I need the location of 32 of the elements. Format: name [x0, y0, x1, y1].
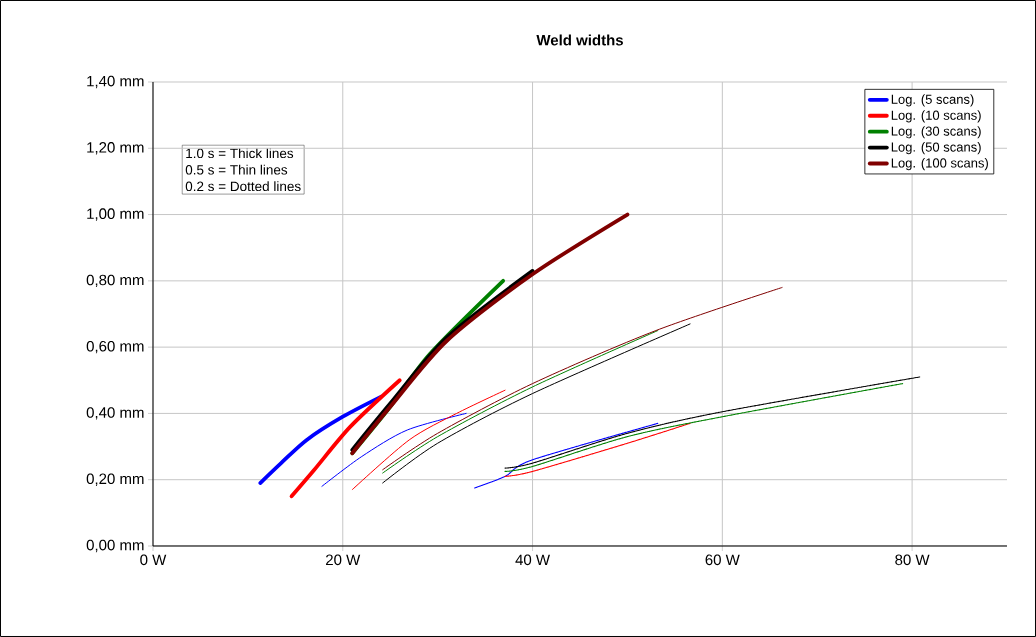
line-series	[382, 330, 659, 474]
line-series	[382, 323, 691, 484]
line-series	[504, 422, 691, 477]
y-tick-label: 0,60 mm	[86, 340, 144, 354]
annotation: 1.0 s = Thick lines	[186, 148, 294, 159]
x-tick-label: 20 W	[326, 554, 361, 566]
legend-label: Log. (100 scans)	[891, 158, 988, 171]
annotation: 0.2 s = Dotted lines	[185, 181, 301, 192]
legend-label: Log. (50 scans)	[891, 142, 981, 155]
line-series	[351, 389, 506, 491]
y-tick-label: 0,40 mm	[86, 407, 144, 420]
legend-label: Log. (5 scans)	[891, 94, 974, 107]
x-tick-label: 80 W	[895, 554, 930, 566]
chart-title: Weld widths	[536, 34, 623, 46]
y-tick-label: 0,80 mm	[86, 274, 144, 288]
legend-label: Log. (10 scans)	[891, 110, 981, 123]
x-tick-label: 60 W	[705, 554, 740, 566]
line-series	[258, 394, 383, 485]
annotation: 0.5 s = Thin lines	[185, 164, 288, 175]
y-tick-label: 1,00 mm	[87, 208, 144, 221]
y-tick-label: 0,00 mm	[86, 539, 144, 553]
line-series	[321, 412, 467, 487]
legend-label: Log. (30 scans)	[891, 126, 981, 139]
y-tick-label: 0,20 mm	[86, 473, 144, 486]
y-tick-label: 1,40 mm	[87, 75, 144, 89]
line-series	[350, 212, 630, 456]
y-tick-label: 1,20 mm	[87, 142, 144, 155]
line-series	[382, 286, 783, 471]
x-tick-label: 40 W	[515, 554, 550, 566]
x-tick-label: 0 W	[140, 554, 167, 566]
line-series	[289, 378, 402, 499]
line-series	[474, 422, 659, 489]
